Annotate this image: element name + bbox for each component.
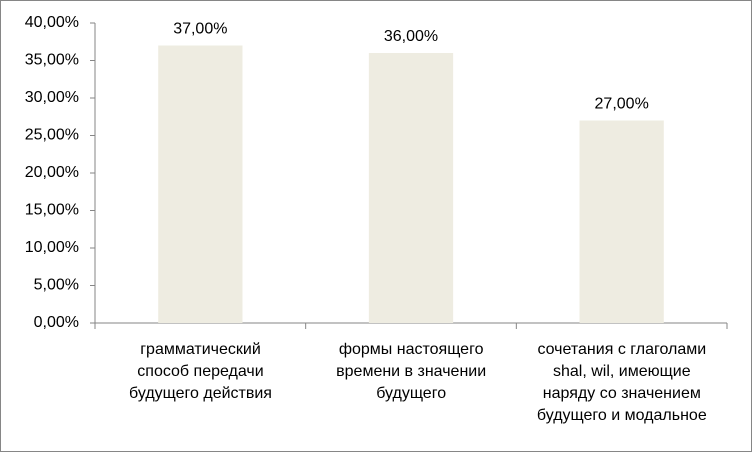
x-tick-label: грамматический способ передачи будущего … [129,341,272,402]
bar [158,45,243,323]
value-label: 37,00% [173,21,227,38]
y-tick-label: 10,00% [25,239,79,256]
y-tick-label: 0,00% [34,314,79,331]
bar [368,53,454,323]
bar [579,120,664,323]
y-tick-label: 15,00% [25,202,79,219]
y-tick-label: 25,00% [25,127,79,144]
y-tick-label: 40,00% [25,14,79,31]
value-label: 36,00% [384,28,438,45]
y-tick-label: 30,00% [25,89,79,106]
x-tick-label: формы настоящего времени в значении буду… [336,341,487,402]
value-label: 27,00% [595,96,649,113]
y-tick-label: 35,00% [25,52,79,69]
x-tick-label: сочетания с глаголами shal, wil, имеющие… [536,341,707,424]
y-tick-label: 20,00% [25,164,79,181]
y-tick-label: 5,00% [34,277,79,294]
